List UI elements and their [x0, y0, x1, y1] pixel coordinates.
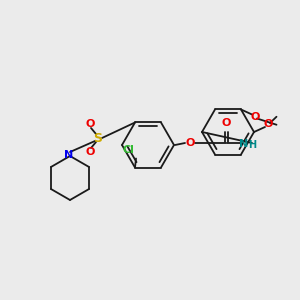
Text: O: O	[85, 119, 95, 129]
Text: N: N	[64, 150, 74, 160]
Text: S: S	[94, 131, 103, 145]
Text: O: O	[250, 112, 260, 122]
Text: O: O	[85, 147, 95, 157]
Text: H: H	[248, 140, 256, 150]
Text: O: O	[221, 118, 231, 128]
Text: O: O	[263, 119, 273, 129]
Text: Cl: Cl	[122, 145, 134, 154]
Text: N: N	[239, 139, 249, 149]
Text: O: O	[185, 138, 195, 148]
